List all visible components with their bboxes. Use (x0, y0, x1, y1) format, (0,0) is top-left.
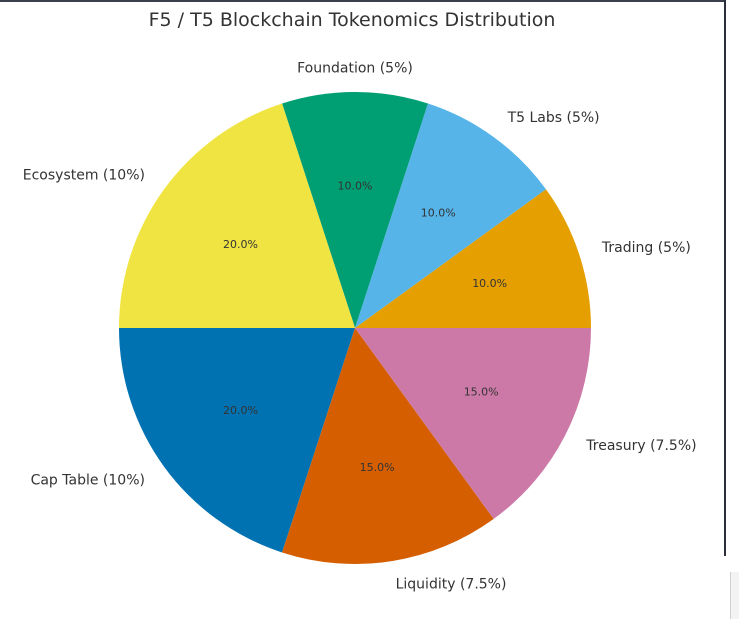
chart-title: F5 / T5 Blockchain Tokenomics Distributi… (149, 9, 556, 31)
pct-label-ecosystem: 20.0% (223, 238, 258, 251)
slice-label-cap-table: Cap Table (10%) (31, 473, 145, 489)
pie-slice-t5-labs (355, 103, 546, 328)
pie-slice-treasury (355, 328, 591, 519)
slice-label-trading: Trading (5%) (601, 240, 691, 256)
pie-slice-trading (355, 189, 591, 328)
pct-label-liquidity: 15.0% (360, 461, 395, 474)
pct-label-treasury: 15.0% (464, 385, 499, 398)
pie-chart: F5 / T5 Blockchain Tokenomics Distributi… (23, 9, 697, 592)
pie-labels: 10.0% Trading (5%) 10.0% T5 Labs (5%) 10.0% F… (23, 60, 697, 592)
slice-label-t5-labs: T5 Labs (5%) (507, 110, 600, 126)
pct-label-foundation: 10.0% (338, 179, 373, 192)
pie-slice-cap-table (119, 328, 355, 553)
slice-label-foundation: Foundation (5%) (297, 60, 413, 76)
pie-slice-liquidity (282, 328, 494, 564)
window-edge-fragment (730, 572, 739, 619)
slice-label-ecosystem: Ecosystem (10%) (23, 167, 145, 183)
slice-label-treasury: Treasury (7.5%) (585, 438, 696, 454)
pct-label-cap-table: 20.0% (223, 404, 258, 417)
slice-label-liquidity: Liquidity (7.5%) (396, 576, 507, 592)
pie-slices (119, 92, 591, 564)
pct-label-trading: 10.0% (472, 277, 507, 290)
pie-slice-foundation (282, 92, 428, 328)
pie-slice-ecosystem (119, 103, 355, 328)
window-top-border (0, 0, 724, 2)
pct-label-t5-labs: 10.0% (421, 206, 456, 219)
window-right-border (724, 0, 726, 556)
